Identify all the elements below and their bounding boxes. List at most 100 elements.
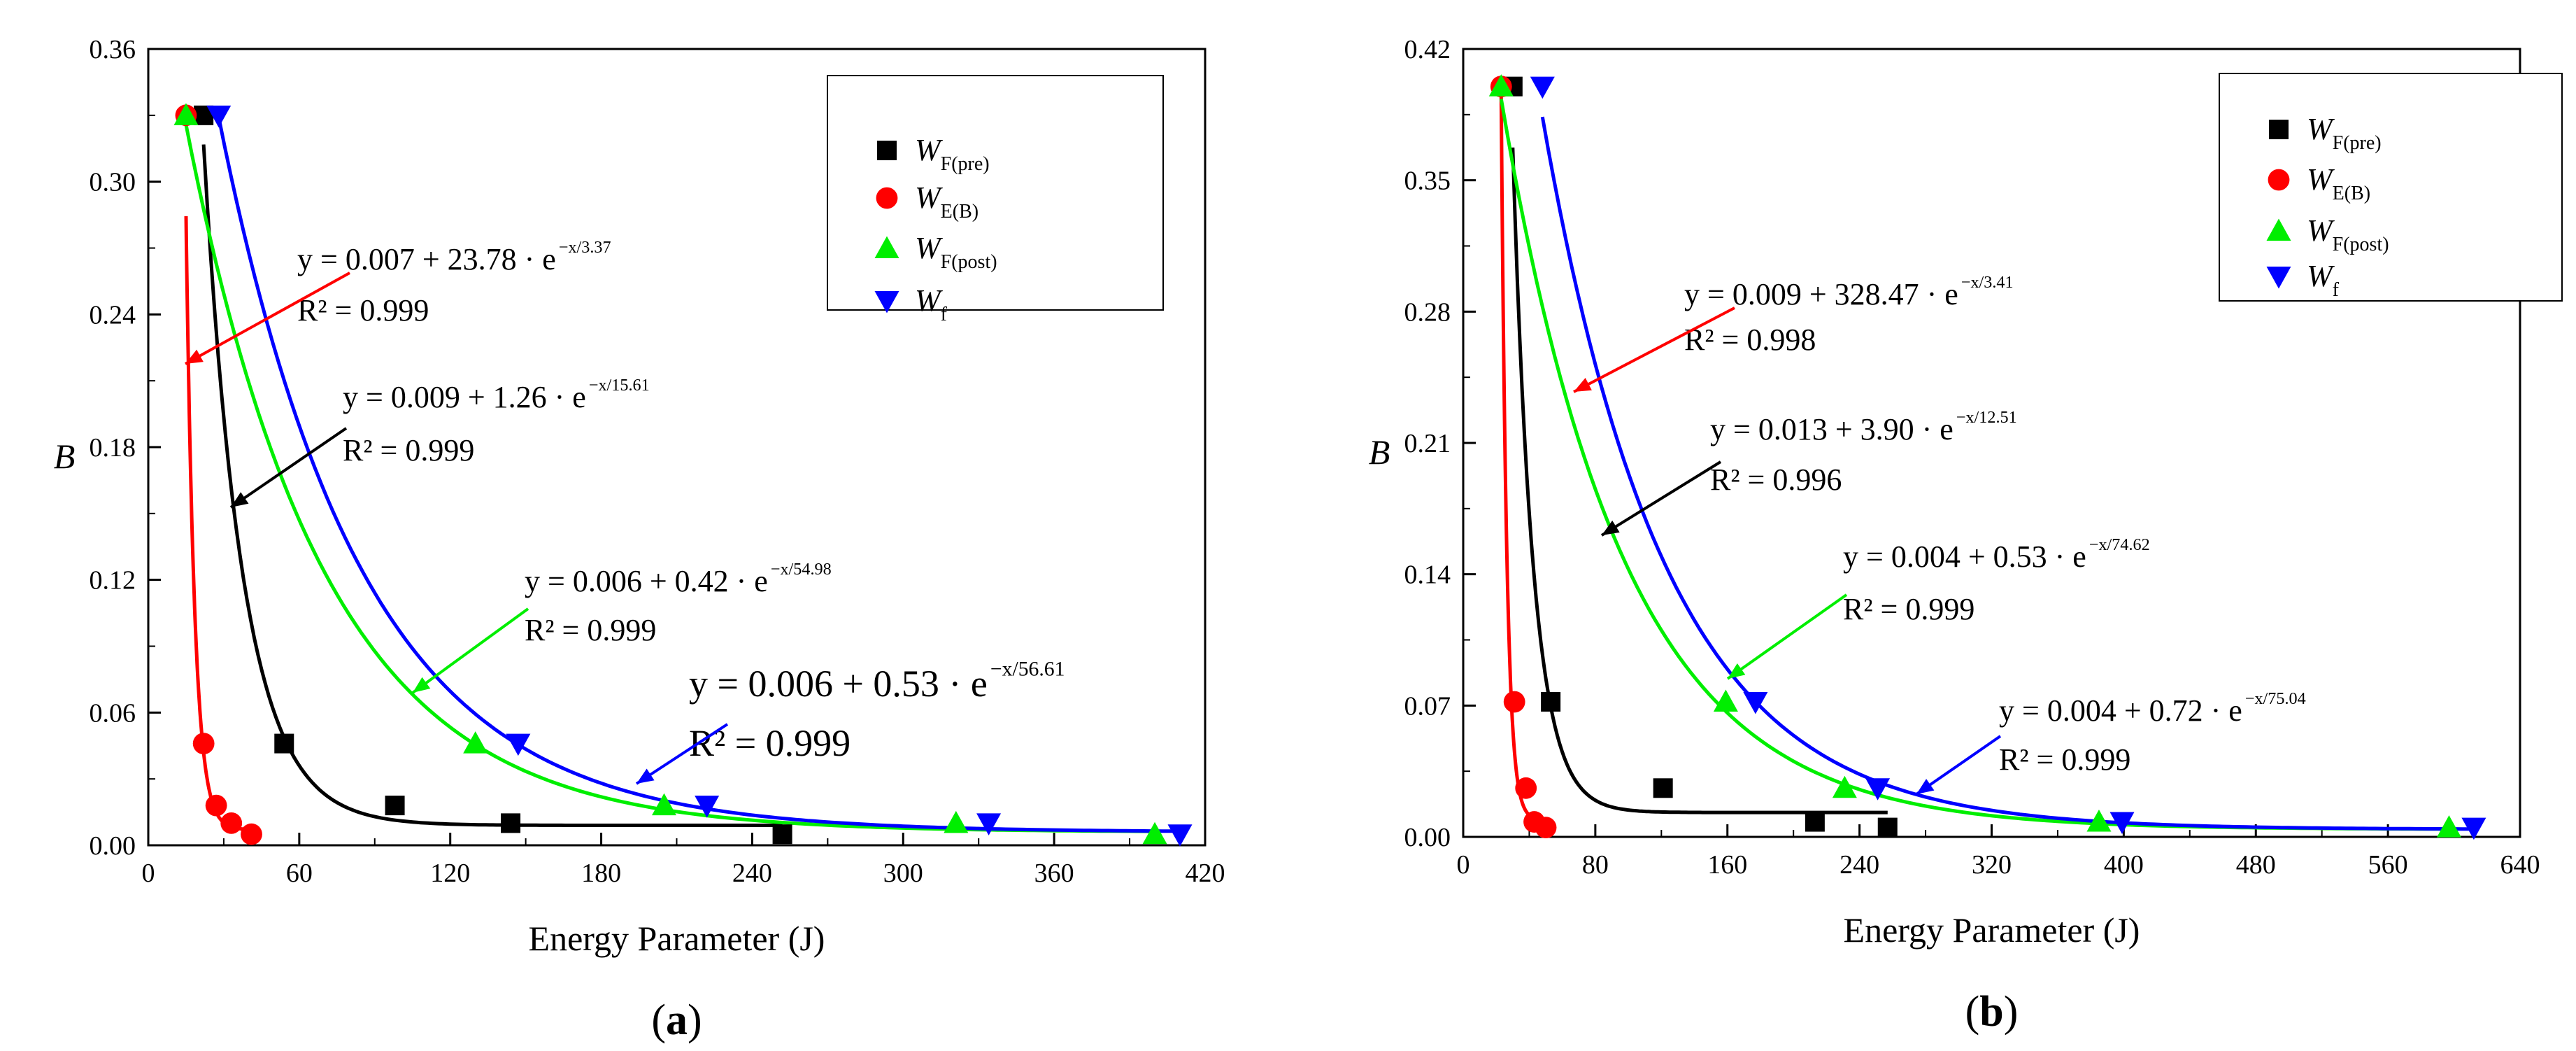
x-tick-label: 480 [2236,850,2276,880]
data-point-eb [1515,777,1537,799]
legend-marker-pre [877,141,897,160]
panel-label-close: ) [2004,988,2019,1036]
legend-label-sub: F(post) [2333,234,2389,255]
arrow-line-f [635,723,729,785]
legend-label-main: W [2307,162,2335,197]
x-tick-label: 160 [1707,850,1747,880]
arrow-head-f [636,768,655,784]
data-point-pre [1805,812,1825,832]
fit-equation-f: y = 0.004 + 0.72 · e [1999,693,2242,728]
data-point-pre [1541,691,1561,712]
legend-label-main: W [915,133,943,167]
fit-r2-f: R² = 0.999 [1999,742,2130,777]
legend-label-pre: WF(pre) [2307,112,2382,154]
fit-exponent-eb: −x/3.41 [1961,273,2014,292]
panel-label-open: ( [651,996,666,1044]
legend-label-main: W [915,231,943,265]
data-point-eb [192,733,215,754]
legend-marker-post [874,236,899,258]
arrow-head-post [413,677,431,693]
y-tick-label: 0.14 [1404,560,1451,590]
x-axis-label: Energy Parameter (J) [1844,910,2140,950]
legend-marker-f [874,291,899,313]
data-point-pre [1653,778,1673,798]
data-point-post [1142,821,1167,845]
data-point-post [652,793,677,816]
legend-label-main: W [2307,213,2335,248]
fit-r2-pre: R² = 0.999 [343,433,474,467]
data-point-f [1530,76,1555,99]
legend-label-sub: f [941,304,948,325]
legend-label-sub: E(B) [941,201,979,223]
data-point-eb [241,823,262,845]
fit-r2-eb: R² = 0.998 [1684,323,1816,357]
legend-marker-eb [2268,169,2290,191]
legend-label-sub: f [2333,279,2340,301]
fit-equation-pre: y = 0.013 + 3.90 · e [1710,412,1954,446]
data-point-post [2436,815,2461,838]
fit-curve-eb [184,216,252,831]
legend-label-main: W [2307,259,2335,293]
legend-label-post: WF(post) [2307,213,2389,255]
data-point-post [1488,74,1514,97]
arrow-line-post [411,607,529,694]
y-tick-label: 0.00 [90,831,136,861]
y-tick-label: 0.00 [1404,823,1451,852]
x-axis-label: Energy Parameter (J) [529,919,825,958]
y-axis-label: B [54,437,76,476]
x-tick-label: 240 [1840,850,1879,880]
y-tick-label: 0.30 [90,168,136,197]
data-point-pre [274,733,294,754]
arrow-head-post [1728,663,1746,679]
data-point-eb [1535,817,1557,838]
y-tick-label: 0.42 [1404,35,1451,64]
data-point-f [695,796,720,818]
panel-label: (b) [1965,988,2019,1036]
data-point-post [463,731,488,754]
legend-marker-f [2266,267,2291,289]
arrow-head-eb [185,349,204,364]
legend-label-f: Wf [915,283,948,325]
fit-curve-eb [1499,94,1546,821]
data-point-post [173,103,199,125]
data-point-pre [501,813,521,833]
legend-label-eb: WE(B) [2307,162,2370,204]
data-point-eb [1503,691,1525,713]
legend-marker-pre [2269,120,2289,139]
arrow-line-post [1726,593,1848,680]
legend-label-eb: WE(B) [915,181,979,223]
data-point-post [2086,810,2112,832]
panel-label-letter: b [1979,988,2003,1036]
x-tick-label: 80 [1582,850,1609,880]
data-point-post [944,810,969,833]
chart-panel-a: 0 60 120 180 240 300 360 420 0.00 0.06 0.12 0.18 0.2… [54,35,1225,1044]
data-point-f [506,733,531,756]
legend-label-sub: F(post) [941,251,997,273]
fit-equation-eb: y = 0.007 + 23.78 · e [297,242,556,276]
data-point-f [1167,824,1193,847]
data-point-pre [385,796,405,816]
fit-exponent-post: −x/54.98 [771,560,832,579]
fit-curve-f [1540,116,2474,831]
panel-label-letter: a [666,996,688,1044]
data-point-f [1865,778,1891,800]
x-tick-label: 640 [2500,850,2540,880]
legend-label-sub: E(B) [2333,183,2370,204]
fit-r2-pre: R² = 0.996 [1710,463,1842,497]
data-point-f [1743,691,1768,714]
arrow-line-eb [185,271,350,365]
legend-label-sub: F(pre) [2333,132,2382,154]
y-tick-label: 0.35 [1404,167,1451,196]
fit-equation-post: y = 0.006 + 0.42 · e [525,564,768,598]
y-tick-label: 0.21 [1404,429,1451,458]
fit-exponent-post: −x/74.62 [2089,535,2150,554]
legend-label-pre: WF(pre) [915,133,990,175]
x-tick-label: 320 [1972,850,2012,880]
legend-label-post: WF(post) [915,231,997,273]
y-tick-label: 0.07 [1404,691,1451,721]
arrow-line-eb [1573,306,1735,393]
legend-label-sub: F(pre) [941,153,990,175]
x-tick-label: 400 [2104,850,2144,880]
fit-curve-pre [201,144,783,827]
fit-equation-eb: y = 0.009 + 328.47 · e [1684,277,1958,311]
